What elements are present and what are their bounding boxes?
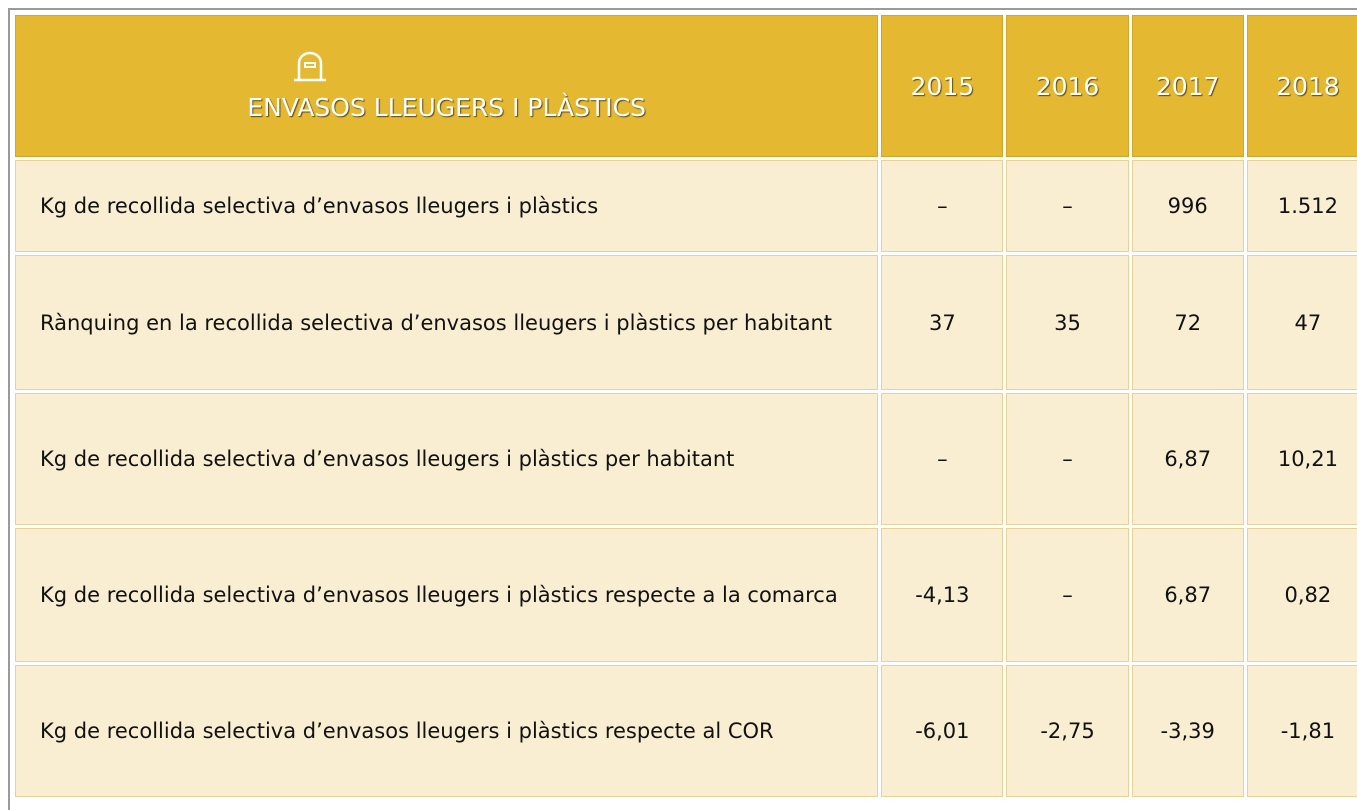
header-row: ENVASOS LLEUGERS I PLÀSTICS 2015 2016 2017…: [15, 15, 1357, 157]
value-cell: -6,01: [881, 665, 1004, 797]
value-cell: -2,75: [1006, 665, 1129, 797]
table-header: ENVASOS LLEUGERS I PLÀSTICS 2015 2016 2017…: [15, 15, 1357, 157]
data-table: ENVASOS LLEUGERS I PLÀSTICS 2015 2016 2017…: [12, 12, 1357, 800]
year-header: 2018: [1246, 15, 1357, 157]
year-header: 2017: [1131, 15, 1244, 157]
table-title: ENVASOS LLEUGERS I PLÀSTICS: [247, 92, 646, 122]
value-cell: –: [881, 160, 1004, 252]
value-cell: 1.512: [1246, 160, 1357, 252]
value-cell: 35: [1006, 255, 1129, 390]
value-cell: –: [881, 393, 1004, 525]
value-cell: 0,82: [1246, 528, 1357, 662]
row-label: Rànquing en la recollida selectiva d’env…: [15, 255, 879, 390]
value-cell: -4,13: [881, 528, 1004, 662]
year-header: 2015: [881, 15, 1004, 157]
value-cell: –: [1006, 160, 1129, 252]
table-row: Rànquing en la recollida selectiva d’env…: [15, 255, 1357, 390]
value-cell: 6,87: [1131, 393, 1244, 525]
title-cell: ENVASOS LLEUGERS I PLÀSTICS: [15, 15, 879, 157]
value-cell: 6,87: [1131, 528, 1244, 662]
table-body: Kg de recollida selectiva d’envasos lleu…: [15, 160, 1357, 797]
value-cell: –: [1006, 393, 1129, 525]
value-cell: -1,81: [1246, 665, 1357, 797]
bin-icon: [293, 51, 326, 81]
value-cell: 10,21: [1246, 393, 1357, 525]
value-cell: 47: [1246, 255, 1357, 390]
table-row: Kg de recollida selectiva d’envasos lleu…: [15, 160, 1357, 252]
value-cell: 37: [881, 255, 1004, 390]
value-cell: 996: [1131, 160, 1244, 252]
table-row: Kg de recollida selectiva d’envasos lleu…: [15, 393, 1357, 525]
table-row: Kg de recollida selectiva d’envasos lleu…: [15, 665, 1357, 797]
frame: [8, 8, 1357, 810]
value-cell: –: [1006, 528, 1129, 662]
value-cell: 72: [1131, 255, 1244, 390]
row-label: Kg de recollida selectiva d’envasos lleu…: [15, 393, 879, 525]
row-label: Kg de recollida selectiva d’envasos lleu…: [15, 528, 879, 662]
table-row: Kg de recollida selectiva d’envasos lleu…: [15, 528, 1357, 662]
row-label: Kg de recollida selectiva d’envasos lleu…: [15, 160, 879, 252]
year-header: 2016: [1006, 15, 1129, 157]
value-cell: -3,39: [1131, 665, 1244, 797]
row-label: Kg de recollida selectiva d’envasos lleu…: [15, 665, 879, 797]
